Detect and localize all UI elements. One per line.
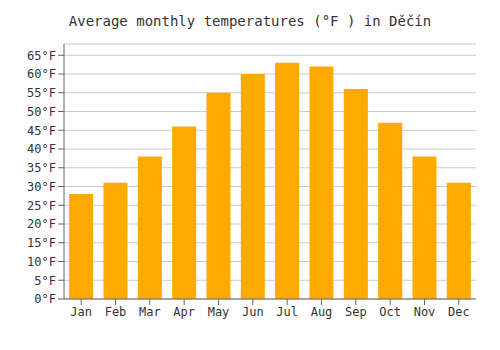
svg-text:Apr: Apr [173, 305, 195, 319]
svg-text:55°F: 55°F [27, 86, 56, 100]
svg-text:60°F: 60°F [27, 67, 56, 81]
svg-text:Jul: Jul [276, 305, 298, 319]
svg-text:5°F: 5°F [34, 274, 56, 288]
svg-text:Feb: Feb [105, 305, 127, 319]
html-text:Average monthly temperatures (: Average monthly temperatures (°F ) in Dě… [68, 13, 432, 29]
svg-text:25°F: 25°F [27, 199, 56, 213]
svg-text:40°F: 40°F [27, 142, 56, 156]
svg-text:0°F: 0°F [34, 292, 56, 306]
svg-text:May: May [208, 305, 230, 319]
svg-text:Sep: Sep [345, 305, 367, 319]
svg-text:Mar: Mar [139, 305, 161, 319]
svg-text:45°F: 45°F [27, 124, 56, 138]
svg-text:50°F: 50°F [27, 105, 56, 119]
svg-text:20°F: 20°F [27, 217, 56, 231]
svg-text:Aug: Aug [311, 305, 333, 319]
svg-text:35°F: 35°F [27, 161, 56, 175]
svg-text:30°F: 30°F [27, 180, 56, 194]
svg-text:10°F: 10°F [27, 255, 56, 269]
svg-text:Dec: Dec [448, 305, 470, 319]
svg-text:Jan: Jan [70, 305, 92, 319]
svg-text:15°F: 15°F [27, 236, 56, 250]
svg-text:Nov: Nov [414, 305, 436, 319]
svg-text:Jun: Jun [242, 305, 264, 319]
svg-text:65°F: 65°F [27, 49, 56, 63]
svg-text:Oct: Oct [379, 305, 401, 319]
